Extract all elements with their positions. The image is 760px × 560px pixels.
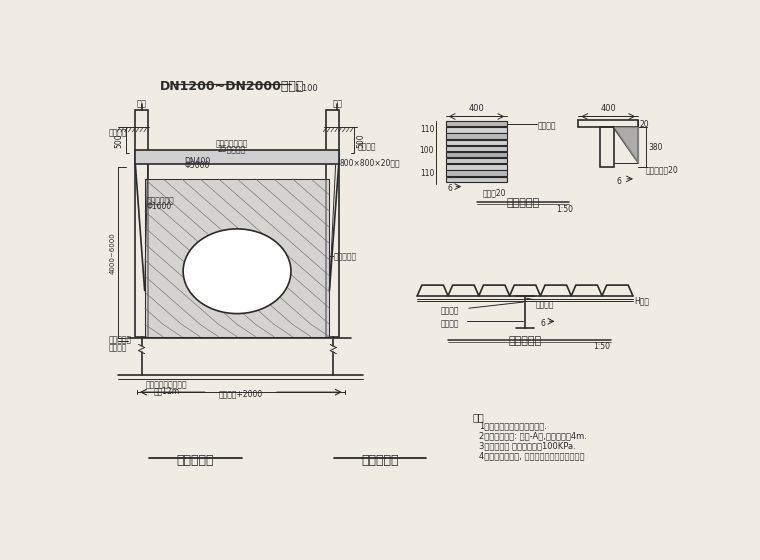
Text: 110: 110 bbox=[420, 169, 434, 178]
Text: H型钢: H型钢 bbox=[635, 296, 649, 305]
Text: 4、管道直径约管, 标准三类标准三级设置具点: 4、管道直径约管, 标准三类标准三级设置具点 bbox=[479, 451, 584, 460]
Bar bbox=[445, 152, 508, 157]
Text: DN400: DN400 bbox=[184, 156, 210, 166]
Text: 节点大样图: 节点大样图 bbox=[508, 336, 542, 346]
Text: 支座焊接: 支座焊接 bbox=[440, 307, 459, 316]
Text: 脚板钢板: 脚板钢板 bbox=[538, 121, 556, 130]
Text: 三角焊缝: 三角焊缝 bbox=[536, 301, 554, 310]
Text: 20: 20 bbox=[640, 120, 649, 129]
Bar bbox=[445, 164, 508, 170]
Text: 1:50: 1:50 bbox=[556, 205, 574, 214]
Bar bbox=[445, 133, 508, 139]
Bar bbox=[135, 110, 147, 337]
Text: 400: 400 bbox=[600, 104, 616, 113]
Text: 100: 100 bbox=[420, 146, 434, 155]
Bar bbox=[445, 146, 508, 151]
Text: 回填空隙料: 回填空隙料 bbox=[109, 335, 131, 344]
Text: 热轧型钢钢板桩支护: 热轧型钢钢板桩支护 bbox=[145, 381, 187, 390]
Polygon shape bbox=[613, 127, 638, 162]
Text: Φ5000: Φ5000 bbox=[185, 161, 210, 170]
Text: 桩长12m: 桩长12m bbox=[153, 386, 179, 395]
Text: 4000~6000: 4000~6000 bbox=[109, 232, 116, 274]
Text: 开挖底面: 开挖底面 bbox=[109, 343, 127, 352]
Text: 6: 6 bbox=[616, 176, 622, 185]
Text: Φ1600: Φ1600 bbox=[147, 202, 173, 211]
Text: 380: 380 bbox=[648, 143, 663, 152]
Text: 800×800×20钢板: 800×800×20钢板 bbox=[340, 158, 400, 167]
Text: 1:50: 1:50 bbox=[593, 342, 610, 351]
Text: 6: 6 bbox=[540, 319, 545, 328]
Text: 支撑处钢板厚度: 支撑处钢板厚度 bbox=[216, 139, 248, 148]
Bar bbox=[445, 158, 508, 164]
Text: 1:100: 1:100 bbox=[294, 84, 318, 93]
Text: 地面标高: 地面标高 bbox=[109, 129, 127, 138]
Text: 回填密实土: 回填密实土 bbox=[334, 252, 357, 261]
Text: 500: 500 bbox=[115, 133, 124, 148]
Text: 护桩: 护桩 bbox=[137, 100, 147, 109]
Text: 钢板厚20: 钢板厚20 bbox=[483, 188, 506, 197]
Text: 1、本图尺寸单位均以毫米计.: 1、本图尺寸单位均以毫米计. bbox=[479, 421, 546, 431]
Text: 400: 400 bbox=[469, 104, 484, 113]
Bar bbox=[600, 127, 613, 167]
Bar bbox=[135, 150, 339, 164]
Bar bbox=[578, 119, 638, 127]
Bar bbox=[445, 127, 508, 133]
Text: 2、设计荷载为: 城市-A级,覆顶覆土为4m.: 2、设计荷载为: 城市-A级,覆顶覆土为4m. bbox=[479, 431, 587, 440]
Text: 管道工程量: 管道工程量 bbox=[177, 454, 214, 466]
Bar bbox=[326, 110, 339, 337]
Text: Φ1000: Φ1000 bbox=[223, 260, 252, 282]
Bar bbox=[445, 170, 508, 176]
Text: 25号工字钢: 25号工字钢 bbox=[217, 144, 245, 153]
Text: 支座大样图: 支座大样图 bbox=[506, 198, 540, 208]
Text: 脚板钢板厚20: 脚板钢板厚20 bbox=[646, 166, 679, 175]
Text: 110: 110 bbox=[420, 125, 434, 134]
Text: 支护工程量: 支护工程量 bbox=[362, 454, 399, 466]
Text: 地面标高: 地面标高 bbox=[357, 143, 375, 152]
Text: 注：: 注： bbox=[473, 412, 484, 422]
Bar bbox=[445, 176, 508, 182]
Text: 钢管撑管: 钢管撑管 bbox=[440, 319, 459, 328]
Text: 护桩: 护桩 bbox=[332, 100, 342, 109]
Bar bbox=[445, 139, 508, 145]
Text: 连续分布标准: 连续分布标准 bbox=[147, 197, 175, 206]
Polygon shape bbox=[144, 179, 329, 337]
Text: 500: 500 bbox=[356, 133, 366, 148]
Ellipse shape bbox=[183, 229, 291, 314]
Text: 6: 6 bbox=[447, 184, 452, 193]
Text: 管廊净距+2000: 管廊净距+2000 bbox=[219, 390, 263, 399]
Bar bbox=[445, 121, 508, 127]
Text: 3、管底地基 容许承载力为100KPa.: 3、管底地基 容许承载力为100KPa. bbox=[479, 441, 575, 450]
Text: DN1200~DN2000管支护: DN1200~DN2000管支护 bbox=[160, 80, 304, 92]
